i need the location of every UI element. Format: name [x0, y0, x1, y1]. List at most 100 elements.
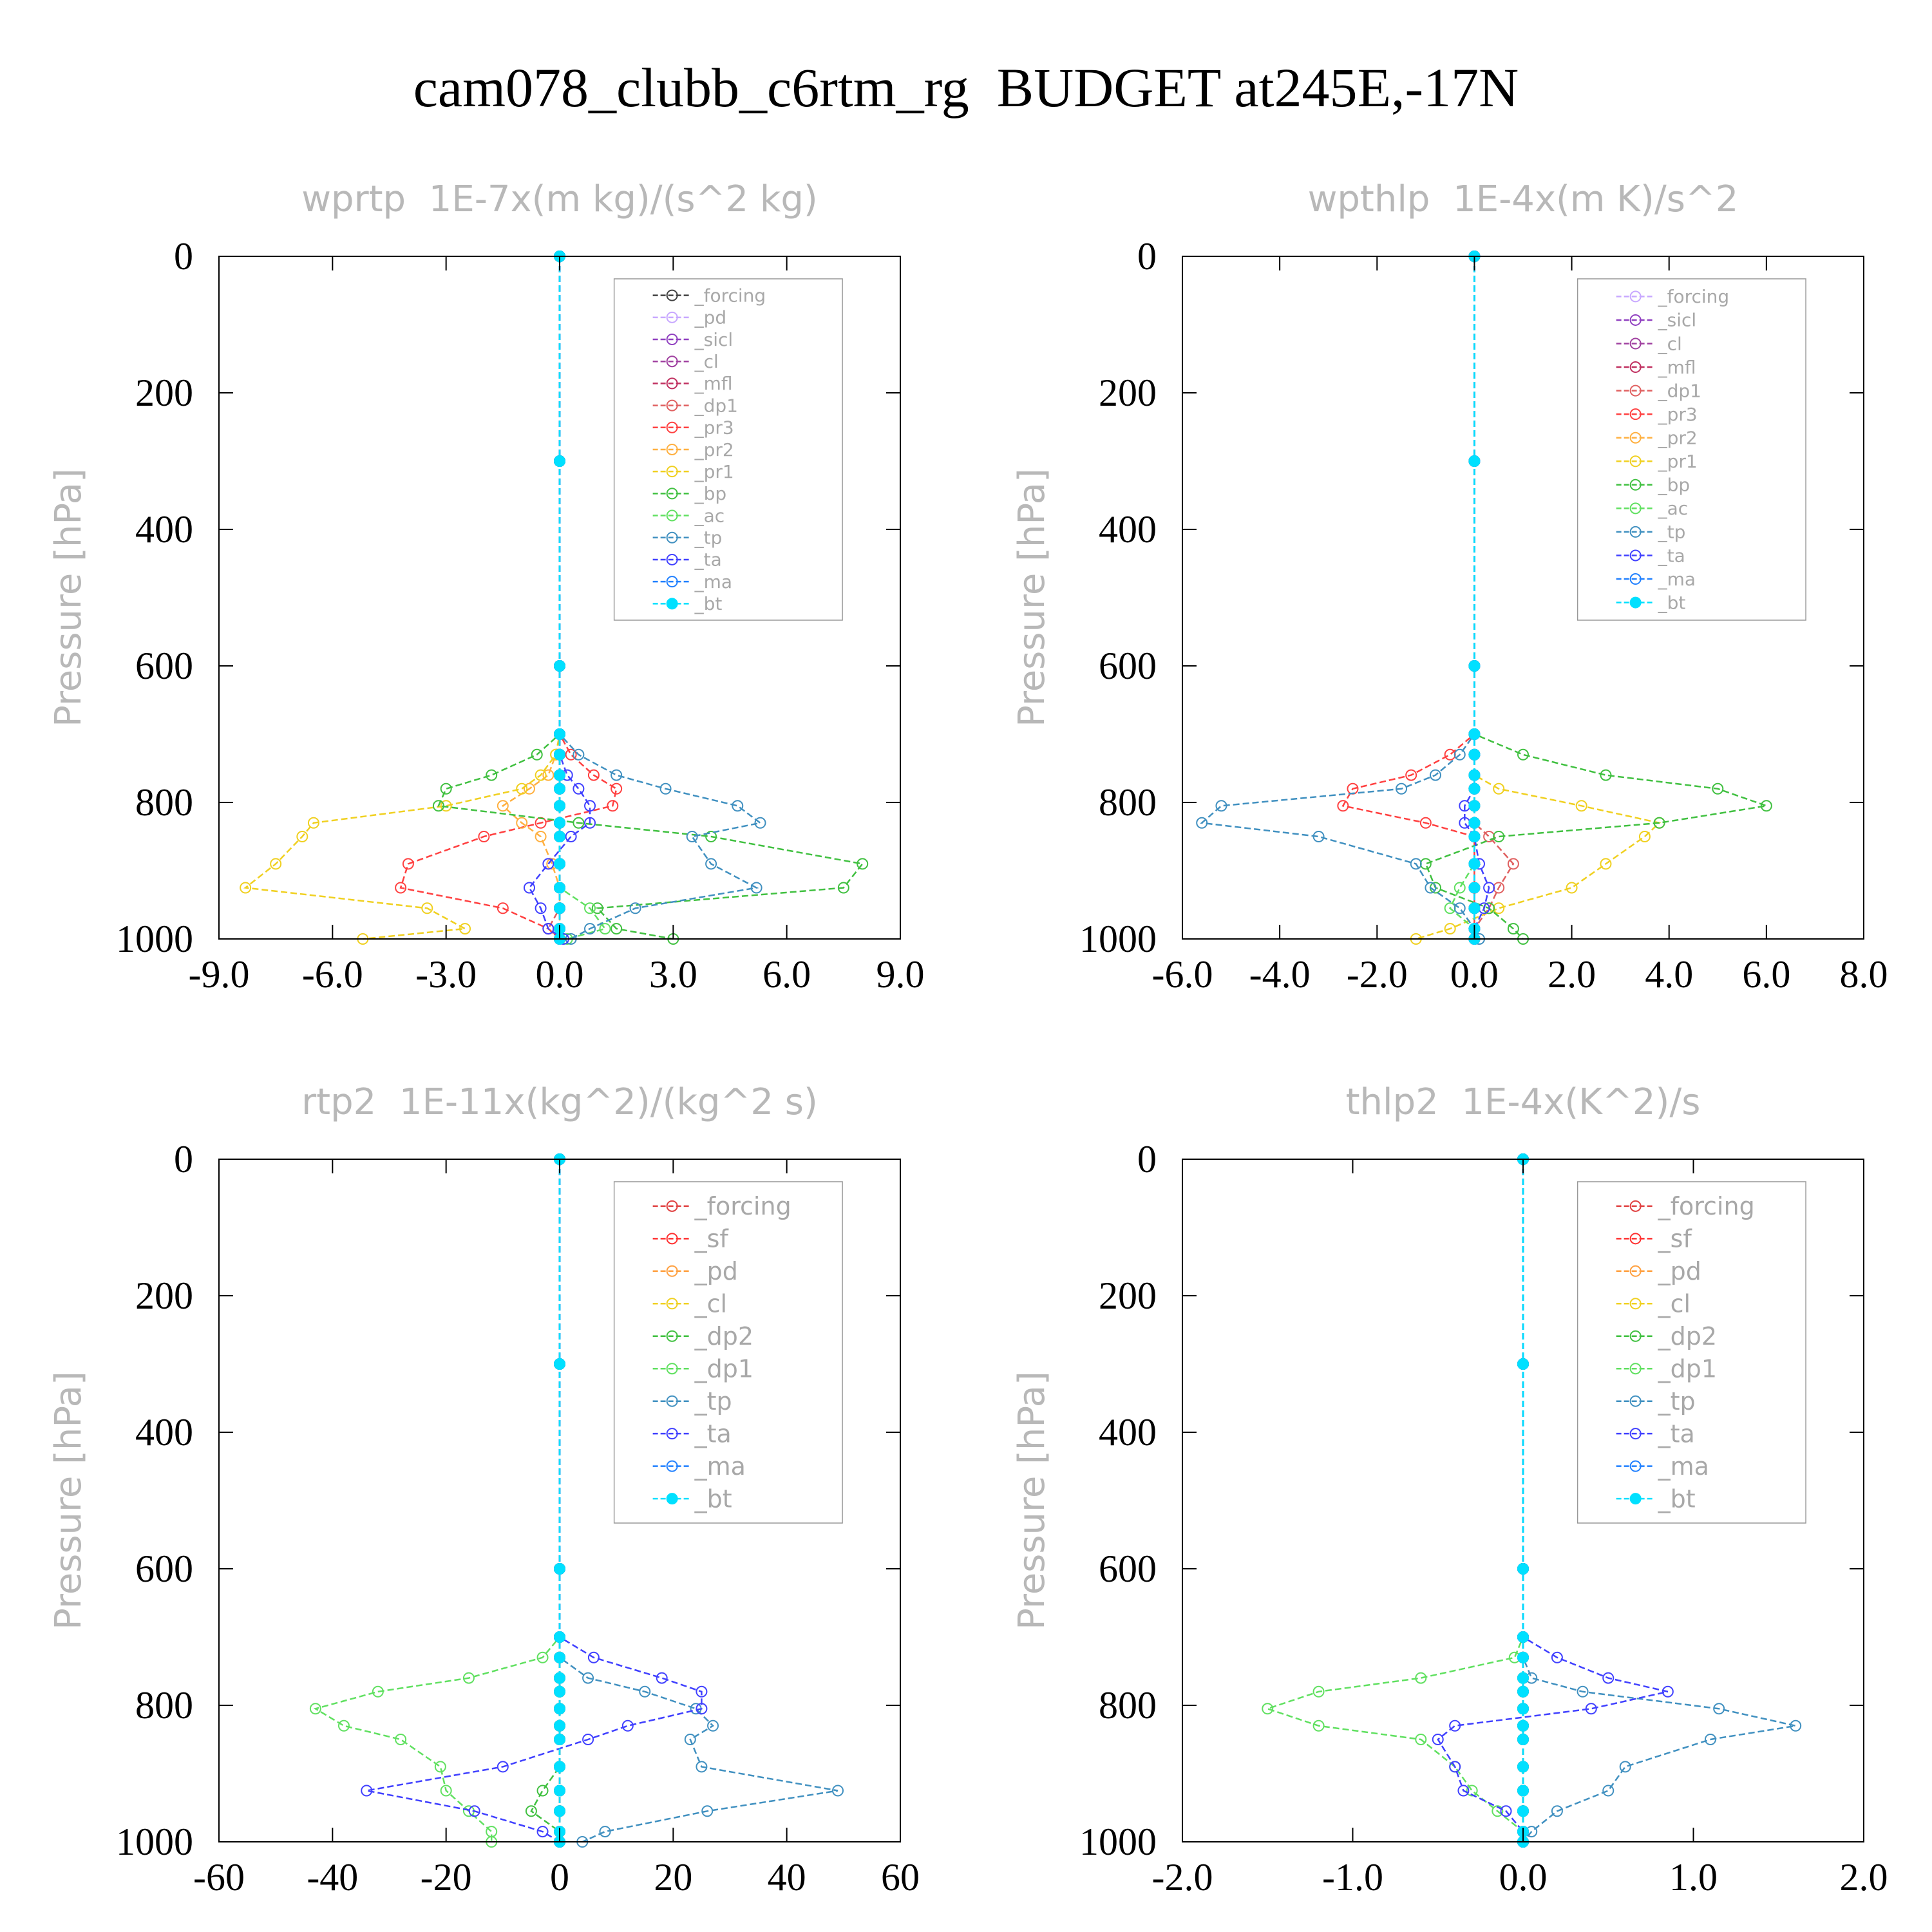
legend-marker — [666, 377, 678, 390]
y-tick-label: 0 — [1137, 1138, 1157, 1180]
data-point — [1429, 769, 1441, 781]
legend-label: _sf — [1658, 1225, 1693, 1253]
series-line — [437, 256, 864, 940]
data-point — [1457, 1785, 1470, 1797]
data-point — [1577, 1685, 1589, 1698]
legend-marker — [1629, 1200, 1642, 1212]
legend-label: _cl — [1658, 1290, 1690, 1318]
data-point — [296, 831, 308, 842]
data-point — [656, 1672, 668, 1684]
data-point — [573, 782, 585, 795]
data-point — [523, 782, 535, 795]
x-tick-label: 1.0 — [1669, 1856, 1718, 1899]
data-point — [554, 1651, 565, 1663]
data-point — [1517, 1805, 1529, 1817]
y-tick-label: 1000 — [1079, 918, 1157, 960]
legend-label: _bt — [694, 593, 723, 614]
legend-marker — [1629, 1363, 1642, 1375]
legend-marker — [666, 355, 678, 368]
data-point — [337, 1719, 350, 1732]
legend-label: _ma — [694, 571, 732, 592]
data-point — [696, 1761, 708, 1773]
y-tick-label: 200 — [135, 372, 193, 414]
data-point — [1517, 1651, 1529, 1663]
legend-label: _sf — [694, 1225, 730, 1253]
data-point — [516, 782, 528, 795]
x-tick-label: 4.0 — [1645, 953, 1693, 996]
data-point — [696, 1703, 708, 1715]
legend-marker — [666, 1233, 678, 1245]
data-point — [701, 1805, 714, 1817]
data-point — [554, 1761, 565, 1773]
legend-label: _bt — [1658, 592, 1686, 613]
panel-title: rtp2 1E-11x(kg^2)/(kg^2 s) — [301, 1081, 818, 1123]
series-line — [313, 1159, 561, 1842]
data-point — [587, 769, 600, 781]
data-point — [554, 748, 565, 761]
data-point — [1454, 882, 1466, 894]
x-tick-label: -6.0 — [302, 953, 363, 996]
x-tick-label: -40 — [307, 1856, 358, 1899]
legend-label: _dp1 — [1658, 1355, 1717, 1383]
data-point — [309, 1703, 321, 1715]
legend-label: _ac — [1658, 498, 1689, 519]
panel: rtp2 1E-11x(kg^2)/(kg^2 s) Pressure [hPa]… — [48, 1081, 920, 1899]
data-point — [535, 769, 547, 781]
legend-marker — [1629, 1460, 1642, 1472]
legend-label: _dp1 — [1658, 380, 1701, 401]
data-point — [1517, 1719, 1529, 1732]
legend-marker — [1629, 549, 1642, 562]
data-point — [554, 728, 565, 740]
data-point — [1468, 728, 1481, 740]
legend: _forcing_pd_sicl_cl_mfl_dp1_pr3_pr2_pr1_… — [613, 278, 843, 621]
series-line — [501, 256, 561, 939]
legend-marker — [1629, 361, 1642, 374]
data-point — [1410, 858, 1422, 870]
legend-marker — [666, 1395, 678, 1407]
legend-marker — [1629, 431, 1642, 444]
y-tick-label: 200 — [135, 1274, 193, 1317]
data-point — [573, 817, 585, 829]
x-tick-label: -1.0 — [1322, 1856, 1383, 1899]
x-tick-label: 0.0 — [1450, 953, 1499, 996]
data-point — [1415, 1672, 1427, 1684]
data-point — [750, 882, 762, 894]
data-point — [611, 782, 623, 795]
data-point — [1492, 1805, 1504, 1817]
legend-label: _cl — [1658, 333, 1682, 354]
legend-marker — [1629, 384, 1642, 397]
data-point — [1585, 1703, 1597, 1715]
data-point — [1449, 1761, 1461, 1773]
x-tick-label: 40 — [768, 1856, 806, 1899]
y-axis-label: Pressure [hPa] — [1011, 468, 1053, 727]
data-point — [1449, 1719, 1461, 1732]
series-line — [1437, 1159, 1669, 1842]
legend-marker — [666, 531, 678, 544]
data-point — [1517, 1358, 1529, 1370]
series-line — [1449, 256, 1475, 939]
legend-label: _tp — [694, 527, 723, 549]
data-point — [1196, 817, 1208, 829]
data-point — [525, 1805, 537, 1817]
legend-marker — [1629, 314, 1642, 326]
data-point — [1312, 1719, 1325, 1732]
y-tick-label: 1000 — [116, 1821, 193, 1863]
data-point — [1551, 1651, 1563, 1663]
data-point — [535, 831, 547, 842]
legend-label: _pr1 — [694, 461, 734, 482]
legend-label: _cl — [694, 351, 719, 372]
legend-marker — [1629, 1298, 1642, 1310]
y-tick-label: 0 — [174, 235, 193, 278]
data-point — [440, 800, 452, 812]
y-tick-label: 400 — [1099, 1411, 1157, 1454]
data-point — [554, 455, 565, 467]
x-tick-label: -3.0 — [415, 953, 477, 996]
legend-marker — [666, 334, 678, 346]
legend-label: _forcing — [1658, 286, 1730, 307]
data-point — [554, 1631, 565, 1643]
series-line — [1464, 256, 1490, 939]
legend-label: _bt — [1658, 1484, 1696, 1513]
data-point — [554, 660, 565, 672]
legend-label: _dp2 — [1658, 1322, 1717, 1350]
data-point — [462, 1672, 475, 1684]
